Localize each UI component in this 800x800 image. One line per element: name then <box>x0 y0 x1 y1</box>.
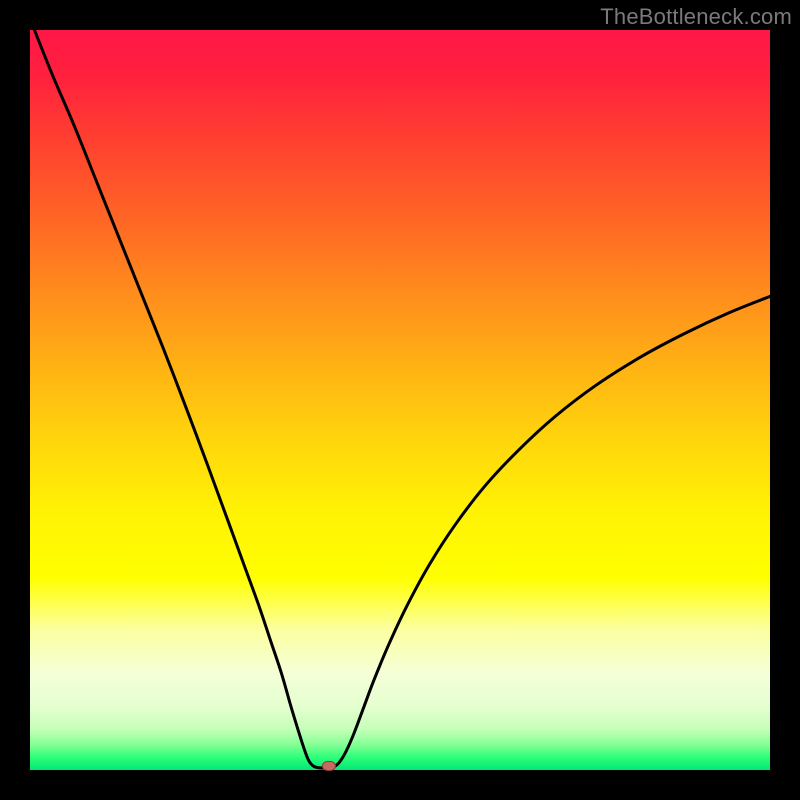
plot-area <box>30 30 770 770</box>
watermark-text: TheBottleneck.com <box>600 4 792 30</box>
bottleneck-curve <box>30 30 770 770</box>
chart-frame: TheBottleneck.com <box>0 0 800 800</box>
optimal-point-marker <box>322 758 336 768</box>
marker-shape <box>322 761 336 771</box>
